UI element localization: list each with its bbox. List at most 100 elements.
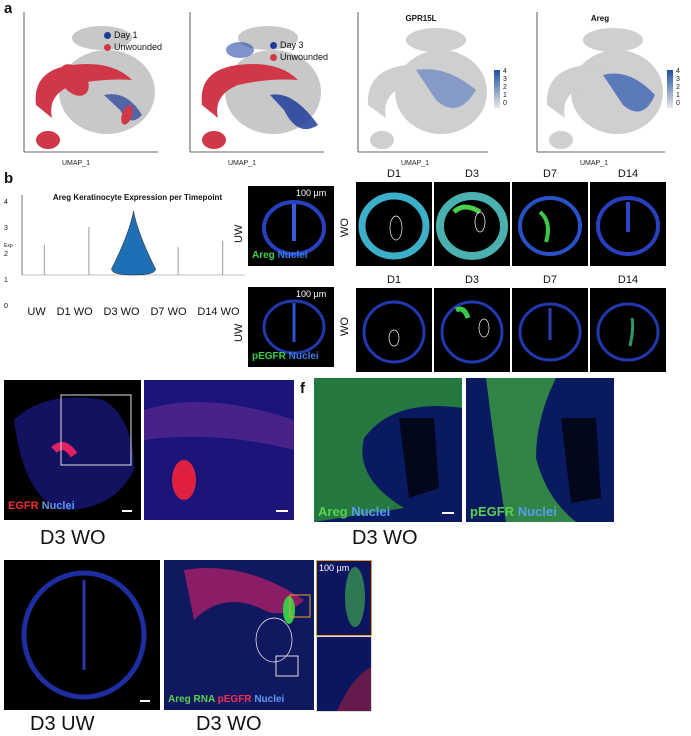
image-c-d7 [512,182,588,266]
x-tick: D14 WO [197,306,240,318]
colorbar-tick: 3 [503,76,507,83]
legend-item-unwounded: Unwounded [270,52,328,62]
col-label-d7: D7 [542,274,558,286]
chart-title: Areg Keratinocyte Expression per Timepoi… [52,193,223,202]
x-axis-categories: UW D1 WO D3 WO D7 WO D14 WO [22,306,245,318]
umap-scatter-day1 [23,12,158,153]
y-tick: 2 [4,251,8,258]
y-axis-label: Exp [4,243,13,249]
violin-d3-wo [111,210,156,276]
image-i-inset-bottom [316,636,372,712]
scale-bar-label: 100 µm [296,289,327,299]
stain-legend: pEGFR Nuclei [252,351,319,362]
stain-pegfr: pEGFR [470,504,515,519]
colorbar-tick: 0 [676,100,680,107]
row-label-wo: WO [339,317,351,336]
umap-plot-gpr15l: GPR15L 4 3 2 1 0 UMAP_1 [346,10,518,170]
legend-dot [270,41,277,49]
stain-nuclei: Nuclei [41,500,75,512]
colorbar-tick: 0 [503,100,507,107]
image-c-d14 [590,182,666,266]
col-label-d14: D14 [617,274,639,286]
image-d-d1 [356,288,432,372]
row-label-uw: UW [233,224,245,243]
image-d-d7 [512,288,588,372]
legend-label: Day 1 [114,30,138,40]
panel-b-label: b [4,170,14,187]
colorbar-tick: 4 [676,68,680,75]
stain-nuclei: Nuclei [277,250,308,261]
x-axis-label: UMAP_1 [580,160,609,167]
y-axis-ticks: 4 3 2 1 0 [4,190,8,320]
umap-feature-gpr15l [357,12,500,153]
x-axis-label: UMAP_1 [401,160,430,167]
legend-item-day3: Day 3 [270,40,304,50]
stain-areg: Areg [252,250,275,261]
legend-label: Unwounded [114,42,163,52]
umap-plot-day1: Day 1 Unwounded UMAP_1 [12,10,162,170]
y-tick: 0 [4,303,8,310]
image-d-d14 [590,288,666,372]
image-e-zoom [144,380,294,520]
row-label-wo: WO [339,218,351,237]
colorbar-tick: 1 [676,92,680,99]
image-i: Areg RNA pEGFR Nuclei [164,560,314,710]
stain-legend: Areg RNA pEGFR Nuclei [168,694,284,705]
violin-chart: Areg Keratinocyte Expression per Timepoi… [0,185,245,305]
legend-dot [104,43,111,51]
legend-label: Day 3 [280,40,304,50]
caption-i: D3 WO [196,713,262,735]
stain-legend: Areg Nuclei [252,250,308,261]
col-label-d1: D1 [386,274,402,286]
image-i-inset-top: 100 µm [316,560,372,636]
umap-scatter-day3 [189,12,324,153]
col-label-d3: D3 [464,168,480,180]
colorbar-tick: 2 [503,84,507,91]
stain-legend: pEGFR Nuclei [470,504,557,519]
scale-bar-label: 100 µm [319,563,350,573]
legend-item-day1: Day 1 [104,30,138,40]
stain-areg-rna: Areg RNA [168,694,215,705]
panel-a-label: a [4,0,13,17]
x-axis-label: UMAP_1 [62,160,91,167]
colorbar-tick: 4 [503,68,507,75]
scale-bar-label: 100 µm [296,188,327,198]
umap-plot-areg: Areg 4 3 2 1 0 UMAP_1 [525,10,691,170]
x-tick: UW [27,306,46,318]
colorbar-tick: 3 [676,76,680,83]
stain-nuclei: Nuclei [517,504,557,519]
col-label-d1: D1 [386,168,402,180]
stain-pegfr: pEGFR [217,694,252,705]
caption-e: D3 WO [40,527,106,549]
stain-legend: EGFR Nuclei [8,500,75,512]
col-label-d14: D14 [617,168,639,180]
panel-f-label: f [300,380,305,397]
legend-label: Unwounded [280,52,329,62]
image-e-overview: EGFR Nuclei [4,380,141,520]
legend-dot [270,53,277,61]
umap-plot-day3: Day 3 Unwounded UMAP_1 [178,10,328,170]
x-tick: D3 WO [103,306,140,318]
colorbar-tick: 2 [676,84,680,91]
caption-h: D3 UW [30,713,95,735]
stain-nuclei: Nuclei [351,504,391,519]
stain-egfr: EGFR [8,500,39,512]
image-c-d1 [356,182,432,266]
stain-nuclei: Nuclei [288,351,319,362]
y-tick: 4 [4,199,8,206]
plot-title: GPR15L [405,14,437,23]
image-c-d3 [434,182,510,266]
stain-legend: Areg Nuclei [318,504,390,519]
y-tick: 1 [4,277,8,284]
x-tick: D7 WO [150,306,187,318]
x-axis-label: UMAP_1 [228,160,257,167]
caption-f: D3 WO [352,527,418,549]
image-g: pEGFR Nuclei [466,378,614,522]
legend-item-unwounded: Unwounded [104,42,162,52]
image-f: Areg Nuclei [314,378,462,522]
col-label-d3: D3 [464,274,480,286]
image-d-d3 [434,288,510,372]
colorbar-tick: 1 [503,92,507,99]
stain-nuclei: Nuclei [254,694,285,705]
colorbar-ticks: 4 3 2 1 0 [676,68,680,108]
